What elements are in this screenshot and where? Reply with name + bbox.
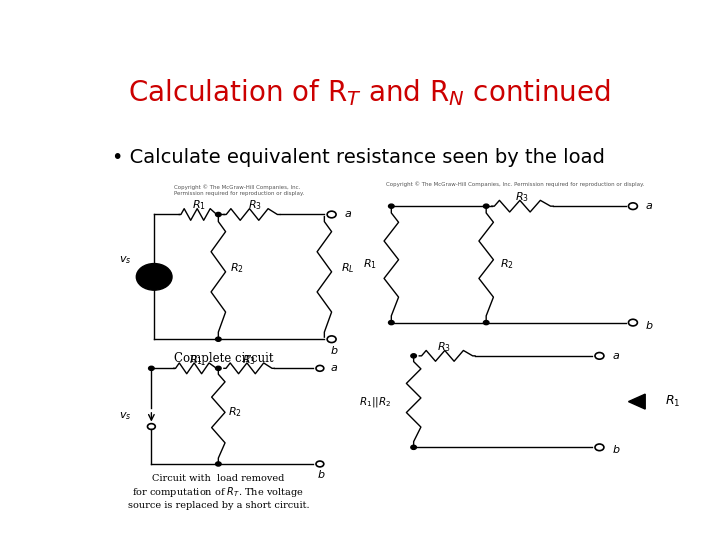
Text: $b$: $b$ (612, 443, 620, 455)
Text: $b$: $b$ (330, 343, 338, 356)
Polygon shape (629, 394, 645, 409)
Text: $a$: $a$ (645, 201, 653, 211)
Circle shape (389, 204, 394, 208)
Circle shape (483, 321, 489, 325)
Circle shape (136, 264, 172, 290)
Text: Copyright © The McGraw-Hill Companies, Inc.
Permission required for reproduction: Copyright © The McGraw-Hill Companies, I… (174, 184, 304, 196)
Circle shape (483, 204, 489, 208)
Text: $R_2$: $R_2$ (500, 258, 514, 271)
Text: $R_1$: $R_1$ (364, 258, 377, 271)
Text: $b$: $b$ (645, 319, 654, 330)
Text: $R_3$: $R_3$ (437, 340, 451, 354)
Text: −: − (150, 276, 159, 287)
Circle shape (215, 366, 221, 370)
Text: Complete circuit: Complete circuit (174, 352, 274, 365)
Text: $a$: $a$ (344, 210, 352, 219)
Text: $v_s$: $v_s$ (120, 254, 132, 266)
Text: +: + (150, 267, 158, 277)
Circle shape (389, 321, 394, 325)
Text: $R_2$: $R_2$ (228, 405, 242, 419)
Text: $R_1$: $R_1$ (665, 394, 680, 409)
Circle shape (215, 212, 221, 217)
Text: $R_2$: $R_2$ (230, 262, 243, 275)
Circle shape (411, 446, 416, 449)
Circle shape (148, 366, 154, 370)
Text: $R_1||R_2$: $R_1||R_2$ (359, 395, 392, 409)
Text: $R_3$: $R_3$ (248, 198, 261, 212)
Text: $v_s$: $v_s$ (120, 410, 132, 422)
Text: $b$: $b$ (318, 468, 326, 480)
Text: $a$: $a$ (612, 351, 620, 361)
Text: $R_L$: $R_L$ (341, 262, 355, 275)
Text: $a$: $a$ (330, 363, 338, 373)
Circle shape (215, 462, 221, 466)
Text: $R_3$: $R_3$ (516, 190, 529, 204)
Text: Calculation of R$_T$ and R$_N$ continued: Calculation of R$_T$ and R$_N$ continued (127, 77, 611, 108)
Text: • Calculate equivalent resistance seen by the load: • Calculate equivalent resistance seen b… (112, 148, 606, 167)
Text: $R_1$: $R_1$ (192, 198, 206, 212)
Text: $R_3$: $R_3$ (242, 353, 256, 367)
Text: $R_1$: $R_1$ (189, 353, 203, 367)
Circle shape (215, 337, 221, 341)
Text: Circuit with  load removed
for computation of $R_T$. The voltage
source is repla: Circuit with load removed for computatio… (127, 474, 309, 510)
Text: Copyright © The McGraw-Hill Companies, Inc. Permission required for reproduction: Copyright © The McGraw-Hill Companies, I… (386, 182, 644, 187)
Circle shape (411, 354, 416, 358)
